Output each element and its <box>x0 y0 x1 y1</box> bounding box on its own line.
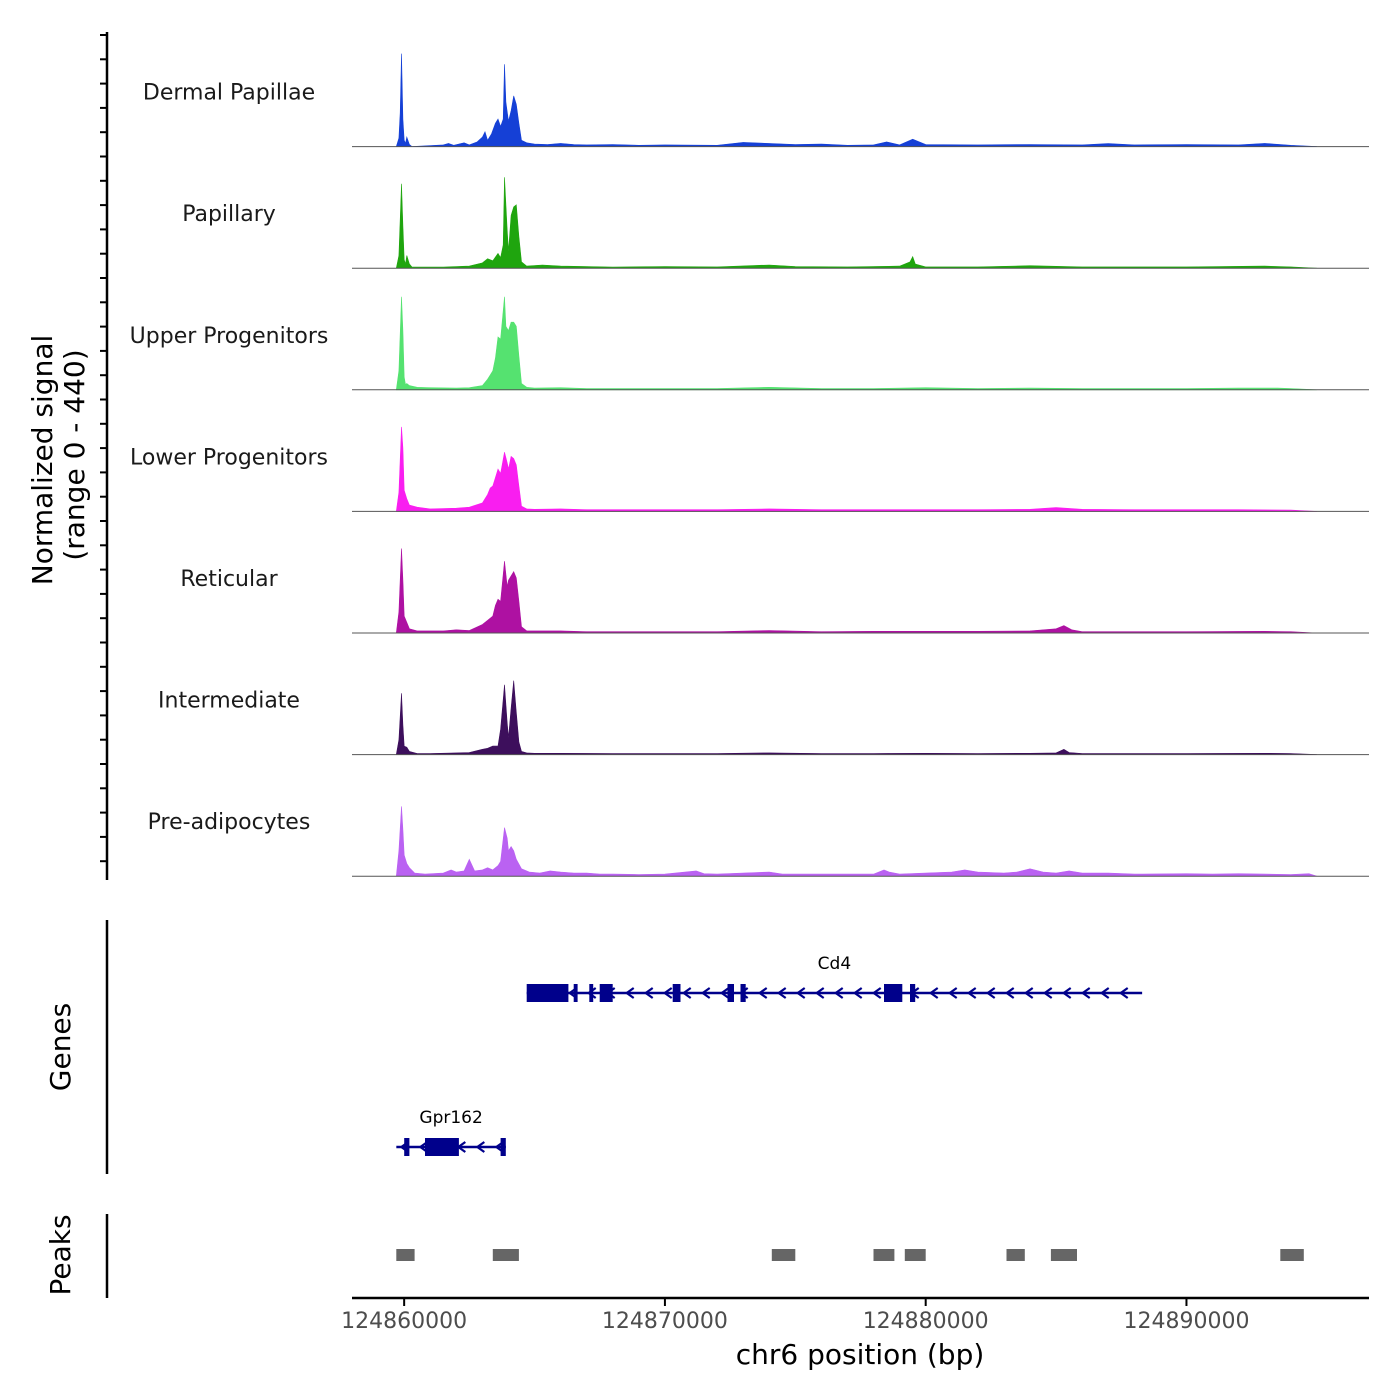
strand-arrow <box>928 987 939 999</box>
x-axis-title: chr6 position (bp) <box>736 1338 985 1371</box>
strand-arrow <box>586 987 597 999</box>
track-reticular: Reticular <box>180 548 1369 634</box>
coverage-area <box>395 680 1317 755</box>
exon <box>672 984 681 1002</box>
track-label: Intermediate <box>158 689 300 714</box>
exon <box>599 984 613 1002</box>
strand-arrow <box>1061 987 1072 999</box>
strand-arrow <box>757 987 768 999</box>
strand-arrow <box>1099 987 1110 999</box>
peaks-axis-title: Peaks <box>44 1214 77 1295</box>
strand-arrow <box>681 987 692 999</box>
strand-arrow <box>643 987 654 999</box>
y-axis-title-line1: Normalized signal <box>26 335 59 586</box>
x-axis-ticks: 124860000 124870000 124880000 124890000 <box>341 1298 1249 1334</box>
coverage-area <box>395 296 1317 391</box>
track-label: Papillary <box>182 202 276 227</box>
x-tick-label: 124880000 <box>863 1309 989 1334</box>
x-tick-label: 124860000 <box>341 1309 467 1334</box>
x-axis: 124860000 124870000 124880000 124890000 <box>341 1296 1369 1334</box>
coverage-tracks: Dermal Papillae Papillary Upper Progenitor… <box>130 53 1369 877</box>
strand-arrow <box>1118 987 1129 999</box>
exon <box>589 984 594 1002</box>
x-tick-label: 124890000 <box>1123 1309 1249 1334</box>
peak-region <box>1280 1249 1304 1261</box>
coverage-area <box>395 177 1317 269</box>
left-axes <box>100 32 109 1298</box>
y-axis-title-line2: (range 0 - 440) <box>58 349 91 560</box>
peak-region <box>1050 1249 1077 1261</box>
exon <box>740 984 746 1002</box>
track-upper-progenitors: Upper Progenitors <box>130 296 1369 391</box>
strand-arrow <box>475 1141 485 1153</box>
strand-arrow <box>776 987 787 999</box>
strand-arrow <box>624 987 635 999</box>
coverage-area <box>395 426 1317 512</box>
strand-arrow <box>833 987 844 999</box>
exon <box>727 984 734 1002</box>
gene-name: Gpr162 <box>419 1108 482 1128</box>
strand-arrow <box>1023 987 1034 999</box>
coverage-area <box>395 548 1317 634</box>
exon <box>404 1138 410 1156</box>
strand-arrow <box>852 987 863 999</box>
peaks-track <box>396 1249 1304 1261</box>
track-lower-progenitors: Lower Progenitors <box>130 426 1369 512</box>
peak-region <box>771 1249 796 1261</box>
gene-annotation-track: Cd4 Gpr162 <box>396 954 1143 1156</box>
strand-arrow <box>719 987 730 999</box>
track-pre-adipocytes: Pre-adipocytes <box>148 806 1369 877</box>
coverage-area <box>395 806 1317 877</box>
strand-arrow <box>662 987 673 999</box>
strand-arrow <box>1042 987 1053 999</box>
strand-arrow <box>814 987 825 999</box>
peak-region <box>873 1249 895 1261</box>
peak-region <box>904 1249 926 1261</box>
strand-arrow <box>795 987 806 999</box>
exon <box>425 1138 459 1156</box>
track-dermal-papillae: Dermal Papillae <box>143 53 1369 148</box>
strand-arrow <box>1004 987 1015 999</box>
strand-arrow <box>871 987 882 999</box>
track-label: Reticular <box>180 567 278 592</box>
track-label: Pre-adipocytes <box>148 810 311 835</box>
coverage-area <box>395 53 1317 147</box>
gene-name: Cd4 <box>818 954 851 974</box>
exon <box>500 1138 506 1156</box>
track-label: Lower Progenitors <box>130 445 328 470</box>
genes-axis-title: Genes <box>44 1003 77 1091</box>
exon <box>526 984 569 1002</box>
exon <box>910 984 916 1002</box>
strand-arrow <box>1080 987 1091 999</box>
strand-arrow <box>985 987 996 999</box>
strand-arrow <box>947 987 958 999</box>
strand-arrow <box>700 987 711 999</box>
track-papillary: Papillary <box>182 177 1369 269</box>
peak-region <box>492 1249 519 1261</box>
exon <box>884 984 903 1002</box>
peak-region <box>1006 1249 1025 1261</box>
peak-region <box>396 1249 415 1261</box>
track-label: Upper Progenitors <box>130 324 329 349</box>
gene-cd4: Cd4 <box>526 954 1143 1002</box>
strand-arrow <box>418 1141 428 1153</box>
track-label: Dermal Papillae <box>143 81 315 106</box>
coverage-y-axis-ticks <box>100 34 107 863</box>
strand-arrow <box>966 987 977 999</box>
x-tick-label: 124870000 <box>602 1309 728 1334</box>
track-intermediate: Intermediate <box>158 680 1369 756</box>
gene-gpr162: Gpr162 <box>396 1108 506 1156</box>
exon <box>573 984 578 1002</box>
